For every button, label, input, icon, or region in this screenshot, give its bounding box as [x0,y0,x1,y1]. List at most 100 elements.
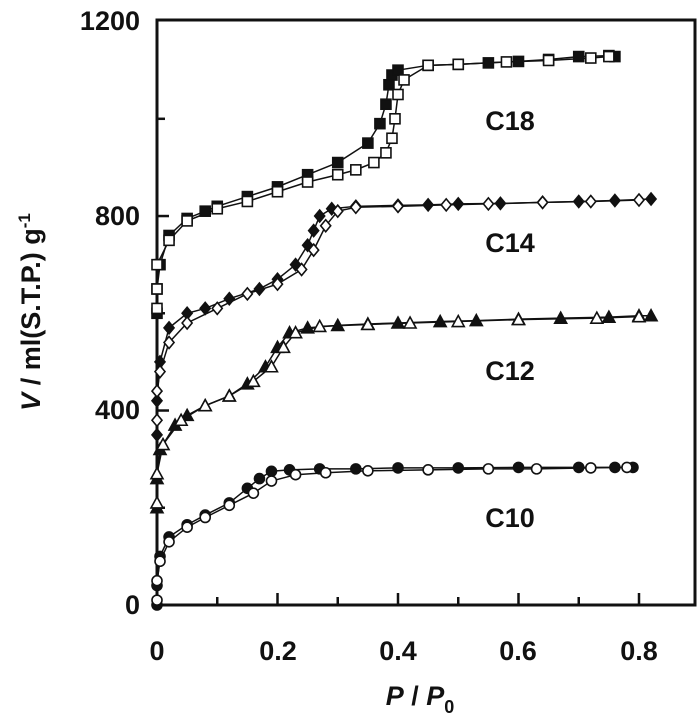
data-point [155,436,171,451]
data-point [432,313,448,328]
data-point [398,74,410,86]
data-point [181,315,194,331]
data-point [265,465,278,478]
data-point [349,200,362,215]
series-label-c10: C10 [485,503,535,533]
data-point [331,203,344,219]
data-point [331,168,344,181]
x-axis-label: P / P0 [386,681,455,717]
data-point [271,185,284,198]
data-point [199,301,212,316]
plot-frame [155,18,697,607]
data-point [154,555,166,568]
data-point [440,197,453,213]
adsorption-line [156,466,633,605]
series-c14 [150,191,658,443]
desorption-line [156,315,640,503]
data-point [350,463,362,475]
y-tick-label: 0 [125,590,140,620]
series-label-c18: C18 [485,106,535,136]
data-point [601,309,617,323]
adsorption-line [156,54,616,314]
data-point [512,55,525,68]
data-point [422,464,434,476]
data-point [500,56,513,68]
data-point [163,535,175,548]
data-point [422,197,435,213]
y-tick-label: 400 [95,395,140,425]
data-point [402,315,418,329]
data-point [645,191,658,207]
y-tick-label: 1200 [80,6,140,36]
data-point [151,258,163,271]
data-point [584,52,597,64]
data-point [313,208,326,224]
data-point [173,412,189,427]
data-point [390,315,406,329]
data-point [307,242,320,258]
data-point [380,98,392,111]
series-label-c12: C12 [485,356,535,386]
data-point [150,412,164,428]
data-point [307,223,320,238]
data-point [223,291,236,306]
data-point [264,359,279,373]
data-point [392,64,404,76]
data-point [151,594,163,606]
data-point [542,54,555,67]
data-point [253,472,266,485]
data-point [288,325,303,339]
data-point [319,218,332,234]
x-tick-label: 0.8 [620,636,658,666]
adsorption-line [156,314,652,508]
desorption-line [156,199,640,421]
data-point [386,132,398,145]
data-point [247,487,260,499]
data-point [163,320,176,336]
data-point [589,310,605,324]
data-point [452,58,465,71]
data-point [149,466,165,480]
data-point [151,302,163,315]
data-point [163,234,175,247]
data-point [482,196,495,212]
data-point [380,147,392,159]
data-point [246,373,261,388]
x-tick-label: 0.2 [259,636,297,666]
data-point [530,463,543,475]
data-point [295,262,308,277]
data-point [350,164,362,176]
data-point [643,308,659,322]
x-tick-label: 0.4 [379,636,417,666]
data-point [221,388,237,402]
data-point [360,316,376,331]
data-point [391,199,405,214]
series-label-c14: C14 [485,228,535,258]
data-point [211,301,224,316]
data-point [482,57,495,69]
data-point [197,397,213,412]
data-point [300,320,315,334]
y-tick-label: 800 [95,201,140,231]
data-point [319,466,332,479]
data-point [241,195,254,208]
data-point [584,194,597,209]
data-point [632,192,646,208]
data-point [494,196,507,211]
data-point [179,407,195,422]
data-point [553,310,569,324]
data-point [301,176,314,188]
data-point [383,78,395,91]
data-point [276,339,291,354]
data-point [149,495,165,509]
data-point [512,461,525,474]
data-point [163,335,176,350]
desorption-line [156,466,627,601]
data-point [468,312,484,327]
data-point [584,462,597,474]
data-point [312,318,328,333]
data-point [572,461,585,474]
data-point [450,313,466,328]
data-point [536,195,549,210]
